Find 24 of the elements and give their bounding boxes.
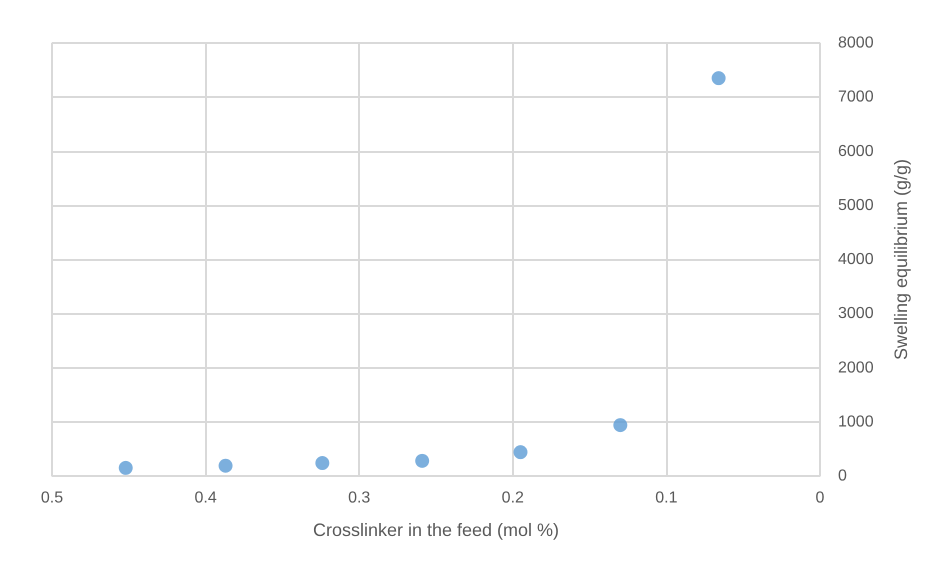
point <box>613 418 628 432</box>
x-axis-title: Crosslinker in the feed (mol %) <box>312 520 560 540</box>
x-tick-label: 0.4 <box>194 490 217 506</box>
y-tick-label: 7000 <box>838 88 874 106</box>
x-tick-label: 0.1 <box>655 490 678 506</box>
y-tick-label: 8000 <box>838 34 874 52</box>
y-tick-label: 6000 <box>838 142 874 160</box>
y-tick-label: 3000 <box>838 305 874 322</box>
x-tick-label: 0.2 <box>502 490 524 506</box>
x-tick-label: 0 <box>816 490 825 506</box>
point <box>118 460 133 475</box>
y-tick-label: 5000 <box>838 196 874 214</box>
x-tick-label: 0.5 <box>40 490 64 506</box>
y-tick-label: 2000 <box>838 359 874 376</box>
y-axis-title: Swelling equilibrium (g/g) <box>891 158 911 360</box>
y-tick-label: 4000 <box>838 251 874 268</box>
point <box>315 456 330 470</box>
point <box>513 445 528 460</box>
point <box>712 71 726 86</box>
x-tick-label: 0.3 <box>348 490 370 506</box>
y-tick-label: 1000 <box>838 413 874 430</box>
point <box>415 454 430 468</box>
point <box>218 458 233 473</box>
y-tick-label: 0 <box>838 468 847 484</box>
